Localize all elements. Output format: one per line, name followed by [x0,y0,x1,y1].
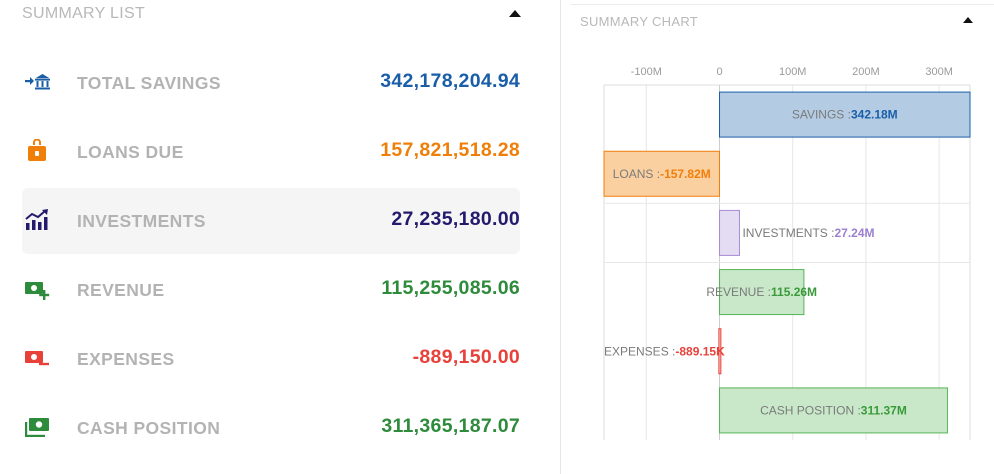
collapse-summary-chart-caret-icon[interactable] [963,17,973,23]
locked-bag-icon [28,139,46,161]
loans-due-value: 157,821,518.28 [380,139,520,161]
summary-bar-chart: -100M 0 100M 200M 300M SAVINGS :342.18M LOANS … [603,66,971,440]
chart-panel-top-border [571,4,994,5]
bar-label-category: REVENUE : [706,285,771,299]
cash-minus-icon [25,351,49,366]
bar-label-value: 115.26M [771,285,817,299]
bar-revenue [719,269,805,316]
total-savings-value: 342,178,204.94 [380,70,520,92]
x-tick-label: 200M [852,66,880,78]
expenses-label: EXPENSES [77,349,175,369]
bar-label-value: -157.82M [660,167,711,181]
summary-row-total-savings[interactable]: TOTAL SAVINGS 342,178,204.94 [22,50,520,116]
bar-loans [603,150,721,197]
bank-transfer-icon [25,74,50,90]
revenue-value: 115,255,085.06 [381,277,520,299]
bar-label-loans: LOANS :-157.82M [613,167,711,181]
bar-label-value: 311.37M [861,404,907,418]
bar-label-cash-position: CASH POSITION :311.37M [760,404,907,418]
bar-cash-position [719,387,948,434]
summary-row-cash-position[interactable]: CASH POSITION 311,365,187.07 [22,395,520,461]
total-savings-label: TOTAL SAVINGS [77,73,221,93]
summary-chart-title: SUMMARY CHART [580,14,699,29]
bar-label-category: INVESTMENTS : [742,226,834,240]
bar-label-category: CASH POSITION : [760,404,861,418]
summary-row-revenue[interactable]: REVENUE 115,255,085.06 [22,257,520,323]
summary-row-investments[interactable]: INVESTMENTS 27,235,180.00 [22,188,520,254]
bar-label-revenue: REVENUE :115.26M [706,285,817,299]
bar-investments [719,209,740,256]
growth-chart-icon [25,209,48,230]
bar-label-expenses: EXPENSES :-889.15K [604,344,725,358]
bar-savings [719,91,971,138]
cash-stack-icon [25,418,49,437]
x-tick-label: -100M [631,66,662,78]
summary-chart-panel: SUMMARY CHART -100M 0 100M 200M 300M SAVINGS … [561,0,994,474]
panel-divider [560,0,561,474]
cash-plus-icon [25,282,50,300]
investments-label: INVESTMENTS [77,211,206,231]
x-tick-label: 100M [779,66,807,78]
bar-label-category: EXPENSES : [604,344,675,358]
bar-label-category: SAVINGS : [792,108,851,122]
collapse-summary-list-caret-icon[interactable] [509,10,521,17]
x-tick-label: 300M [925,66,953,78]
bar-label-investments: INVESTMENTS :27.24M [742,226,874,240]
bar-label-value: 342.18M [851,108,898,122]
cash-position-value: 311,365,187.07 [381,415,520,437]
bar-label-savings: SAVINGS :342.18M [792,108,898,122]
expenses-value: -889,150.00 [412,346,520,368]
summary-list-panel: SUMMARY LIST TOTAL SAVINGS 342,178,204.9… [22,5,521,461]
summary-row-loans-due[interactable]: LOANS DUE 157,821,518.28 [22,119,520,185]
bar-label-category: LOANS : [613,167,660,181]
revenue-label: REVENUE [77,280,165,300]
bar-label-value: 27.24M [834,226,874,240]
summary-row-expenses[interactable]: EXPENSES -889,150.00 [22,326,520,392]
investments-value: 27,235,180.00 [391,208,520,230]
summary-list-title: SUMMARY LIST [22,5,146,22]
cash-position-label: CASH POSITION [77,418,221,438]
bar-label-value: -889.15K [675,344,725,358]
x-tick-label: 0 [716,66,722,78]
bar-expenses [718,328,722,375]
loans-due-label: LOANS DUE [77,142,184,162]
